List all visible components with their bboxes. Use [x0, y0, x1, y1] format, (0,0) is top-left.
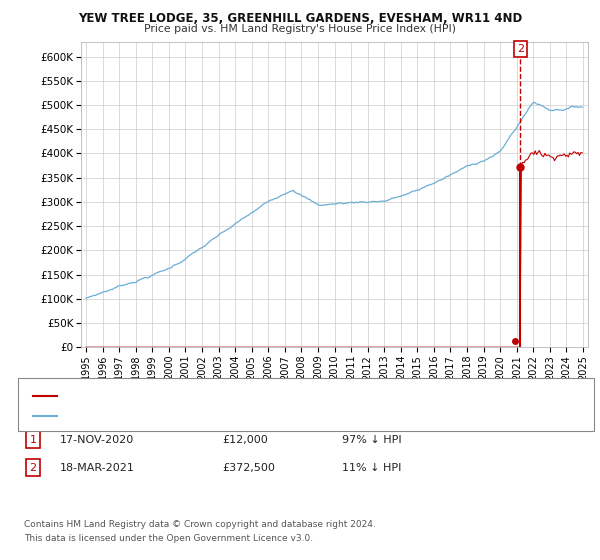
Text: 2: 2	[517, 44, 524, 54]
Text: Price paid vs. HM Land Registry's House Price Index (HPI): Price paid vs. HM Land Registry's House …	[144, 24, 456, 34]
Text: £372,500: £372,500	[222, 463, 275, 473]
Text: Contains HM Land Registry data © Crown copyright and database right 2024.: Contains HM Land Registry data © Crown c…	[24, 520, 376, 529]
Text: 1: 1	[29, 435, 37, 445]
Text: 17-NOV-2020: 17-NOV-2020	[60, 435, 134, 445]
Text: 97% ↓ HPI: 97% ↓ HPI	[342, 435, 401, 445]
Text: YEW TREE LODGE, 35, GREENHILL GARDENS, EVESHAM, WR11 4ND (detached house): YEW TREE LODGE, 35, GREENHILL GARDENS, E…	[63, 391, 484, 402]
Text: 2: 2	[29, 463, 37, 473]
Text: £12,000: £12,000	[222, 435, 268, 445]
Text: This data is licensed under the Open Government Licence v3.0.: This data is licensed under the Open Gov…	[24, 534, 313, 543]
Text: YEW TREE LODGE, 35, GREENHILL GARDENS, EVESHAM, WR11 4ND: YEW TREE LODGE, 35, GREENHILL GARDENS, E…	[78, 12, 522, 25]
Text: HPI: Average price, detached house, Wychavon: HPI: Average price, detached house, Wych…	[63, 411, 295, 421]
Text: 18-MAR-2021: 18-MAR-2021	[60, 463, 135, 473]
Text: 11% ↓ HPI: 11% ↓ HPI	[342, 463, 401, 473]
